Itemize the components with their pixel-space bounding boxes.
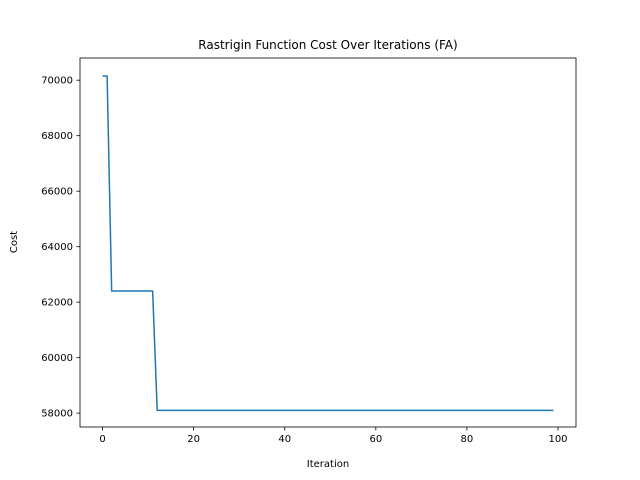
- y-axis-ticks: 58000 60000 62000 64000 66000 68000 70000: [41, 76, 80, 420]
- chart-title: Rastrigin Function Cost Over Iterations …: [198, 38, 457, 52]
- y-tick-label: 58000: [41, 409, 73, 420]
- x-axis-label: Iteration: [307, 459, 349, 470]
- y-tick-label: 64000: [41, 242, 73, 253]
- y-tick-label: 62000: [41, 298, 73, 309]
- x-tick-label: 0: [99, 434, 105, 445]
- x-tick-label: 60: [369, 434, 382, 445]
- x-tick-label: 100: [548, 434, 567, 445]
- x-axis-ticks: 0 20 40 60 80 100: [99, 427, 568, 445]
- y-tick-label: 68000: [41, 131, 73, 142]
- y-tick-label: 66000: [41, 187, 73, 198]
- x-tick-label: 40: [278, 434, 291, 445]
- x-tick-label: 20: [187, 434, 200, 445]
- y-tick-label: 70000: [41, 76, 73, 87]
- series-layer: [102, 75, 554, 412]
- y-axis-label: Cost: [9, 231, 20, 253]
- y-tick-label: 60000: [41, 353, 73, 364]
- axes-frame: [79, 57, 577, 428]
- x-tick-label: 80: [461, 434, 474, 445]
- plot-area: [80, 58, 576, 427]
- series-line-1: [102, 75, 554, 412]
